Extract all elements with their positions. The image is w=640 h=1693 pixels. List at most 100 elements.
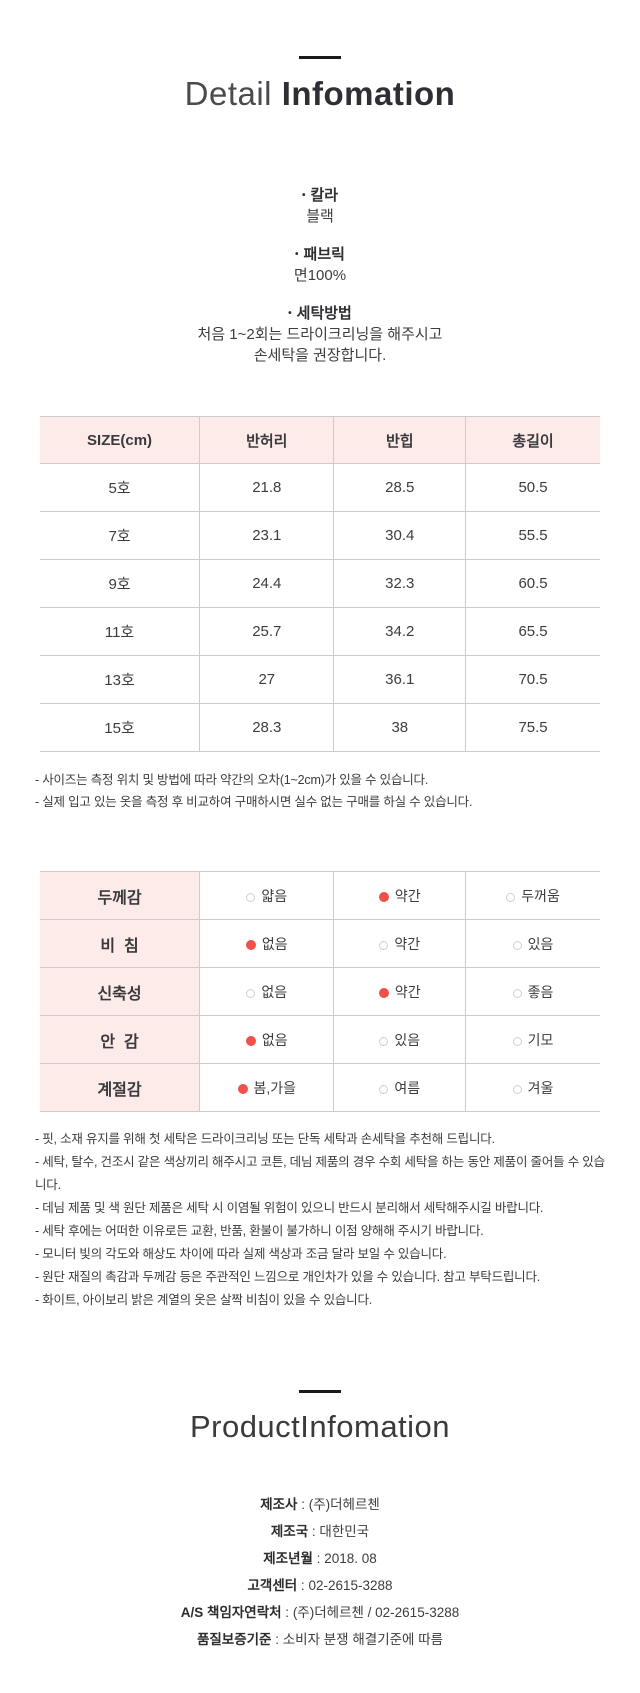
size-value-cell: 55.5 xyxy=(465,511,600,560)
size-value-cell: 60.5 xyxy=(465,559,600,608)
radio-selected-icon xyxy=(378,987,389,998)
attribute-option-cell: 여름 xyxy=(333,1063,466,1112)
product-info-value: 02-2615-3288 xyxy=(308,1578,393,1593)
size-table-row: 15호 28.3 38 75.5 xyxy=(40,703,600,752)
size-row-label: 7호 xyxy=(40,511,200,560)
radio-unselected-icon xyxy=(512,1036,522,1046)
care-notes: - 핏, 소재 유지를 위해 첫 세탁은 드라이크리닝 또는 단독 세탁과 손세… xyxy=(31,1128,609,1312)
care-note-line: - 핏, 소재 유지를 위해 첫 세탁은 드라이크리닝 또는 단독 세탁과 손세… xyxy=(35,1132,495,1146)
attribute-row: 계절감 봄,가을 여름 겨울 xyxy=(40,1063,600,1112)
size-value-cell: 25.7 xyxy=(199,607,334,656)
radio-unselected-icon xyxy=(379,940,389,950)
product-info-value: 2018. 08 xyxy=(324,1551,377,1566)
attribute-option-cell: 없음 xyxy=(199,1015,334,1064)
care-note-line: - 원단 재질의 촉감과 두께감 등은 주관적인 느낌으로 개인차가 있을 수 … xyxy=(35,1270,541,1284)
product-info-row: 제조사 : (주)더헤르첸 xyxy=(0,1491,640,1518)
size-row-label: 13호 xyxy=(40,655,200,704)
attribute-option-cell: 봄,가을 xyxy=(199,1063,334,1112)
attribute-option-cell: 있음 xyxy=(465,919,600,968)
product-info-label: 제조년월 xyxy=(263,1551,313,1566)
size-table-row: 11호 25.7 34.2 65.5 xyxy=(40,607,600,656)
size-row-label: 11호 xyxy=(40,607,200,656)
attribute-option-cell: 겨울 xyxy=(465,1063,600,1112)
attribute-option-cell: 기모 xyxy=(465,1015,600,1064)
size-value-cell: 23.1 xyxy=(199,511,334,560)
size-value-cell: 28.3 xyxy=(199,703,334,752)
spec-value: 블랙 xyxy=(306,208,334,225)
size-value-cell: 75.5 xyxy=(465,703,600,752)
attribute-row: 안 감 없음 있음 기모 xyxy=(40,1015,600,1064)
attribute-option-label: 없음 xyxy=(261,935,288,952)
size-value-cell: 70.5 xyxy=(465,655,600,704)
product-info-label: 제조국 xyxy=(270,1524,309,1539)
radio-unselected-icon xyxy=(512,940,522,950)
radio-unselected-icon xyxy=(246,988,256,998)
attribute-option-cell: 있음 xyxy=(333,1015,466,1064)
size-notes: - 사이즈는 측정 위치 및 방법에 따라 약간의 오차(1~2cm)가 있을 … xyxy=(31,769,609,813)
attribute-option-label: 여름 xyxy=(394,1079,421,1096)
radio-selected-icon xyxy=(378,891,389,902)
attribute-option-cell: 약간 xyxy=(333,871,466,920)
detail-title-light: Detail xyxy=(184,75,282,112)
size-table-row: 9호 24.4 32.3 60.5 xyxy=(40,559,600,608)
size-note-line: - 사이즈는 측정 위치 및 방법에 따라 약간의 오차(1~2cm)가 있을 … xyxy=(35,773,429,787)
radio-selected-icon xyxy=(245,1035,256,1046)
attribute-option-label: 약간 xyxy=(394,887,421,904)
size-value-cell: 27 xyxy=(199,655,334,704)
size-table-row: 7호 23.1 30.4 55.5 xyxy=(40,511,600,560)
radio-selected-icon xyxy=(237,1083,248,1094)
attribute-option-label: 있음 xyxy=(527,935,554,952)
spec-value: 면100% xyxy=(293,267,347,284)
size-table-header-cell: 반힙 xyxy=(333,416,466,464)
product-info-separator: : xyxy=(281,1605,293,1620)
care-note-line: - 세탁, 탈수, 건조시 같은 색상끼리 해주시고 코튼, 데님 제품의 경우… xyxy=(35,1155,605,1192)
product-info-separator: : xyxy=(312,1551,325,1566)
spec-value: 처음 1~2회는 드라이크리닝을 해주시고 xyxy=(197,326,443,343)
care-note-line: - 세탁 후에는 어떠한 이유로든 교환, 반품, 환불이 불가하니 이점 양해… xyxy=(35,1224,484,1238)
attribute-row: 신축성 없음 약간 좋음 xyxy=(40,967,600,1016)
radio-unselected-icon xyxy=(379,1036,389,1046)
radio-unselected-icon xyxy=(379,1084,389,1094)
radio-unselected-icon xyxy=(506,892,516,902)
attribute-option-label: 없음 xyxy=(261,983,288,1000)
attribute-option-cell: 두꺼움 xyxy=(465,871,600,920)
product-info-value: 소비자 분쟁 해결기준에 따름 xyxy=(282,1632,444,1647)
attribute-row: 비 침 없음 약간 있음 xyxy=(40,919,600,968)
attribute-label: 신축성 xyxy=(40,967,200,1016)
product-info-value: (주)더헤르첸 / 02-2615-3288 xyxy=(292,1605,460,1620)
spec-label-text: 세탁방법 xyxy=(296,305,352,322)
attribute-option-cell: 약간 xyxy=(333,919,466,968)
size-row-label: 9호 xyxy=(40,559,200,608)
care-note-line: - 모니터 빛의 각도와 해상도 차이에 따라 실제 색상과 조금 달라 보일 … xyxy=(35,1247,447,1261)
size-value-cell: 21.8 xyxy=(199,463,334,512)
attribute-option-label: 좋음 xyxy=(527,983,554,1000)
size-value-cell: 28.5 xyxy=(333,463,466,512)
radio-selected-icon xyxy=(245,939,256,950)
spec-list: • 칼라 블랙 • 패브릭 면100% • 세탁방법 처음 1~2회는 드라이크리닝을 해주시고… xyxy=(0,185,640,366)
size-value-cell: 38 xyxy=(333,703,466,752)
attribute-option-cell: 약간 xyxy=(333,967,466,1016)
attribute-option-cell: 없음 xyxy=(199,967,334,1016)
product-title: ProductInfomation xyxy=(189,1409,451,1444)
size-value-cell: 24.4 xyxy=(199,559,334,608)
size-row-label: 5호 xyxy=(40,463,200,512)
size-value-cell: 30.4 xyxy=(333,511,466,560)
attribute-label: 안 감 xyxy=(40,1015,200,1064)
product-info-label: 고객센터 xyxy=(247,1578,298,1593)
attribute-option-label: 약간 xyxy=(394,935,421,952)
size-table-header-row: SIZE(cm) 반허리 반힙 총길이 xyxy=(40,416,600,464)
spec-label-text: 패브릭 xyxy=(303,246,345,263)
size-row-label: 15호 xyxy=(40,703,200,752)
detail-title: Detail Infomation xyxy=(0,75,640,113)
product-info-list: 제조사 : (주)더헤르첸 제조국 : 대한민국 제조년월 : 2018. 08 고객… xyxy=(0,1491,640,1693)
spec-value: 손세탁을 권장합니다. xyxy=(253,347,387,364)
product-info-label: A/S 책임자연락처 xyxy=(180,1605,282,1620)
attribute-option-cell: 얇음 xyxy=(199,871,334,920)
size-table-row: 13호 27 36.1 70.5 xyxy=(40,655,600,704)
bullet-icon: • xyxy=(295,249,299,260)
attribute-option-label: 얇음 xyxy=(261,887,288,904)
attribute-option-label: 봄,가을 xyxy=(253,1079,297,1096)
attribute-option-label: 약간 xyxy=(394,983,421,1000)
attribute-row: 두께감 얇음 약간 두꺼움 xyxy=(40,871,600,920)
